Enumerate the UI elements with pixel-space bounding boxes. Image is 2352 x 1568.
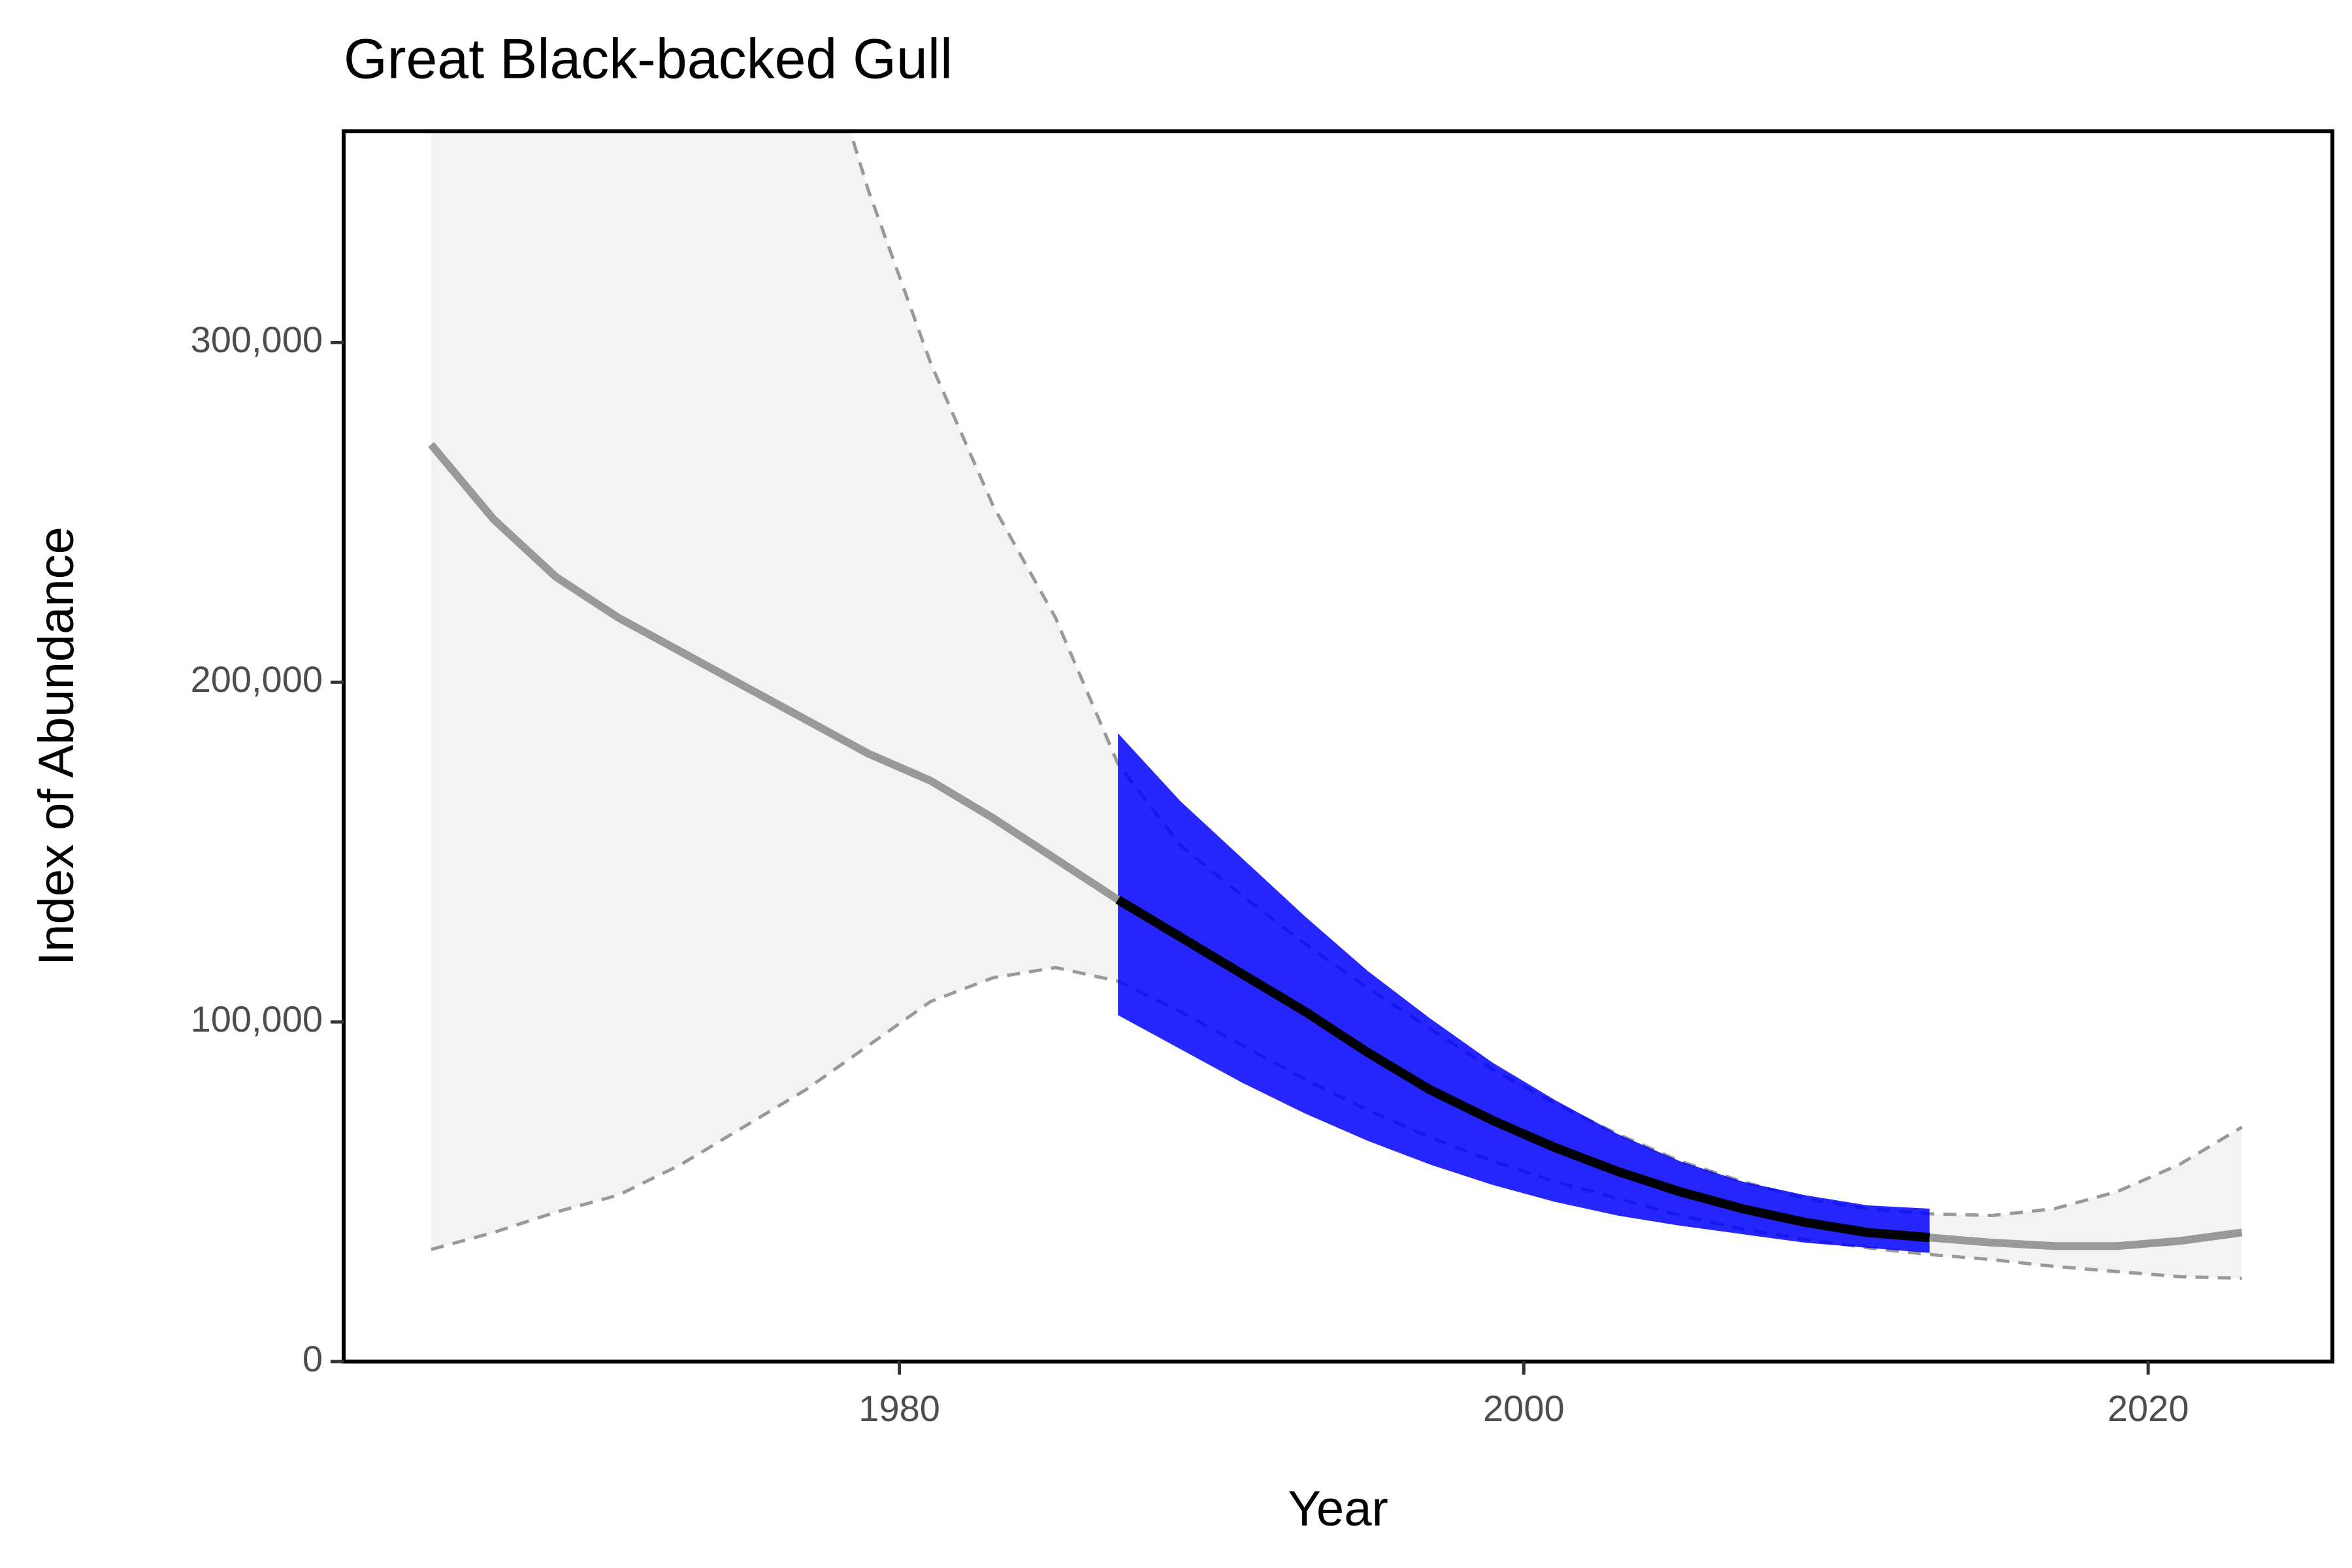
x-axis-title: Year: [1288, 1481, 1388, 1537]
y-tick-label: 100,000: [191, 998, 323, 1039]
plot-area: [428, 131, 2243, 1281]
y-axis-title: Index of Abundance: [29, 527, 84, 966]
ribbon: [1118, 733, 1930, 1253]
x-tick-label: 2020: [2108, 1388, 2189, 1429]
y-tick-label: 0: [302, 1338, 323, 1379]
y-tick-label: 200,000: [191, 659, 323, 700]
x-tick-label: 1980: [858, 1388, 940, 1429]
x-tick-label: 2000: [1483, 1388, 1565, 1429]
chart-title: Great Black-backed Gull: [344, 28, 953, 91]
y-tick-label: 300,000: [191, 319, 323, 360]
panel-border: [342, 129, 2334, 1364]
ribbon: [431, 131, 2242, 1279]
series-line: [1115, 895, 1931, 1243]
